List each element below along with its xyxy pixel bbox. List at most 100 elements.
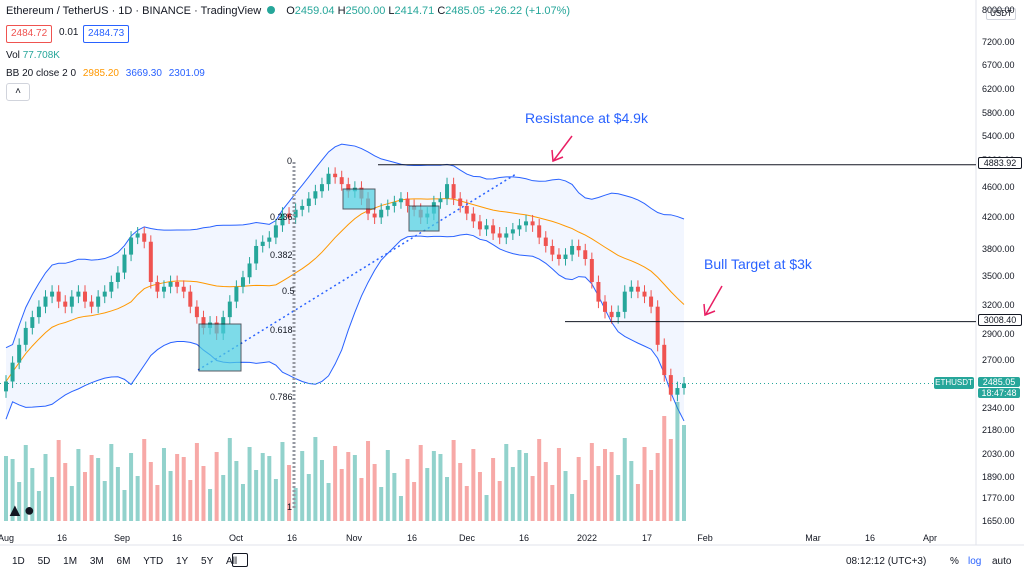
bb-upper-value: 3669.30: [125, 68, 162, 79]
volume-bar: [293, 488, 298, 521]
price-tick-label: 8000.00: [982, 5, 1015, 15]
volume-bar: [208, 489, 213, 521]
auto-toggle[interactable]: auto: [992, 556, 1012, 567]
calendar-range-icon[interactable]: [232, 553, 248, 567]
candle-body: [43, 296, 48, 307]
volume-bar: [148, 462, 153, 521]
resistance-arrow-icon: [553, 135, 573, 161]
resistance-arrowhead-icon: [551, 149, 564, 163]
range-1d-button[interactable]: 1D: [12, 556, 25, 567]
bollinger-legend[interactable]: BB 20 close 2 0 2985.20 3669.30 2301.09: [6, 68, 205, 79]
clock-time[interactable]: 08:12:12 (UTC+3): [846, 556, 927, 567]
candle-body: [155, 281, 160, 292]
volume-bar: [96, 458, 101, 521]
volume-bar: [372, 464, 377, 521]
volume-bar: [63, 463, 68, 521]
volume-bar: [668, 439, 673, 521]
candle-body: [201, 317, 206, 328]
candle-body: [50, 291, 55, 297]
time-tick-label: 16: [286, 533, 298, 543]
candle-body: [682, 383, 686, 389]
candle-body: [109, 281, 114, 292]
bull-target-annotation[interactable]: Bull Target at $3k: [704, 256, 812, 272]
range-ytd-button[interactable]: YTD: [143, 556, 164, 567]
price-tick-label: 6200.00: [982, 84, 1015, 94]
range-6m-button[interactable]: 6M: [116, 556, 131, 567]
sell-button[interactable]: 2484.72: [6, 25, 53, 43]
volume-bar: [4, 456, 8, 521]
range-1y-button[interactable]: 1Y: [176, 556, 189, 567]
time-tick-label: 16: [518, 533, 530, 543]
volume-bar: [530, 476, 535, 521]
candle-body: [392, 202, 397, 206]
volume-bar: [188, 480, 193, 521]
volume-bar: [379, 487, 384, 521]
spread-value: 0.01: [59, 27, 79, 38]
volume-bar: [23, 445, 28, 521]
candle-body: [69, 296, 74, 307]
price-tick-label: 7200.00: [982, 37, 1015, 47]
percent-toggle[interactable]: %: [950, 556, 959, 567]
candle-body: [379, 209, 384, 218]
range-3m-button[interactable]: 3M: [89, 556, 104, 567]
trend-line: [197, 173, 517, 371]
fib-level-0786: 0.786: [270, 392, 293, 402]
price-tick-label: 3500.00: [982, 271, 1015, 281]
collapse-legend-button[interactable]: ˄: [6, 83, 30, 101]
range-5d-button[interactable]: 5D: [37, 556, 51, 567]
bollinger-fill: [6, 144, 684, 421]
buy-button[interactable]: 2484.73: [83, 25, 130, 43]
symbol-title[interactable]: Ethereum / TetherUS · 1D · BINANCE · Tra…: [6, 5, 262, 17]
range-toolbar: 1D 5D 1M 3M 6M YTD 1Y 5Y All: [12, 556, 247, 567]
volume-bar: [56, 440, 61, 521]
time-tick-label: 16: [171, 533, 183, 543]
range-all-button[interactable]: All: [226, 556, 238, 567]
candle-body: [168, 281, 173, 287]
volume-bar: [82, 472, 87, 521]
range-5y-button[interactable]: 5Y: [201, 556, 214, 567]
volume-legend[interactable]: Vol 77.708K: [6, 50, 60, 61]
range-1m-button[interactable]: 1M: [63, 556, 78, 567]
candle-body: [129, 237, 134, 255]
market-status-icon: [267, 6, 276, 14]
volume-bar: [504, 444, 509, 521]
candle-body: [563, 254, 568, 260]
chevron-up-icon: ˄: [15, 86, 21, 97]
target-arrow-icon: [705, 285, 723, 315]
candle-body: [622, 291, 627, 312]
price-tick-label: 2900.00: [982, 329, 1015, 339]
price-tick-label: 4600.00: [982, 182, 1015, 192]
time-tick-label: Oct: [228, 533, 244, 543]
price-tick-label: 6700.00: [982, 60, 1015, 70]
candle-body: [181, 286, 186, 292]
time-tick-label: 2022: [576, 533, 598, 543]
volume-bar: [254, 470, 259, 521]
bb-label: BB 20 close 2 0: [6, 68, 77, 79]
volume-bar: [10, 459, 15, 521]
consolidation-zone-box: [408, 205, 440, 232]
candle-body: [56, 291, 61, 302]
candle-body: [438, 198, 443, 203]
candle-body: [96, 296, 101, 307]
candle-body: [458, 198, 463, 206]
volume-bar: [306, 474, 311, 521]
candle-body: [240, 277, 245, 287]
candle-body: [30, 317, 35, 328]
currency-unit-button[interactable]: USDT: [986, 8, 1016, 20]
volume-bar: [603, 449, 608, 521]
candle-body: [254, 245, 259, 264]
bb-lower-value: 2301.09: [168, 68, 205, 79]
fib-level-05: 0.5: [282, 286, 295, 296]
volume-bar: [155, 485, 160, 521]
log-toggle[interactable]: log: [968, 556, 982, 567]
time-tick-label: 16: [864, 533, 876, 543]
volume-bar: [497, 481, 502, 521]
candle-body: [576, 245, 581, 251]
resistance-annotation[interactable]: Resistance at $4.9k: [525, 110, 648, 126]
volume-bar: [431, 451, 436, 521]
volume-bar: [662, 416, 667, 521]
candle-body: [530, 221, 535, 226]
candle-body: [398, 198, 403, 203]
volume-bar: [267, 456, 272, 521]
